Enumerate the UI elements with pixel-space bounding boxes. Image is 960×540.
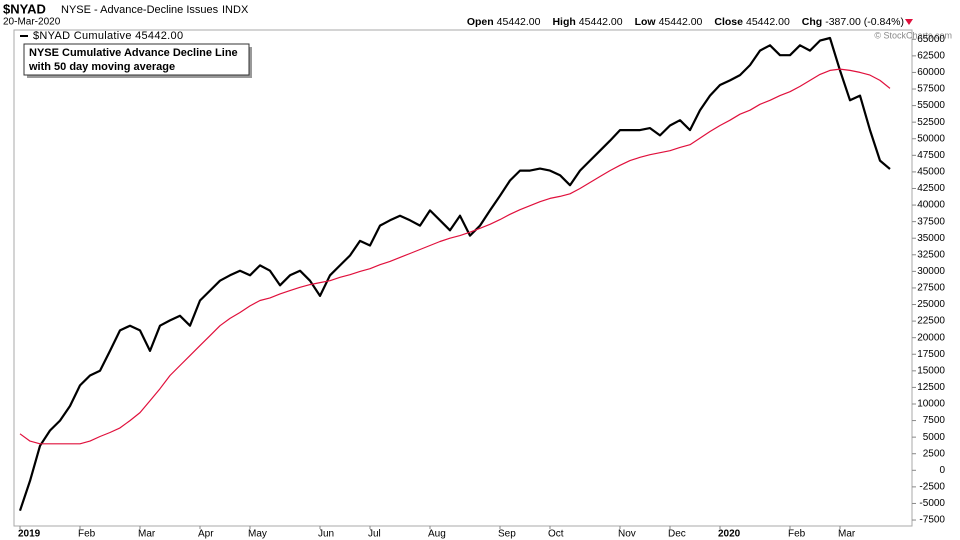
y-tick-label: 45000 (917, 167, 945, 178)
down-arrow (905, 19, 913, 25)
quote-label: High (552, 16, 575, 28)
y-tick-label: 57500 (917, 84, 945, 95)
symbol-name: NYSE - Advance-Decline Issues (61, 4, 219, 16)
legend-label: $NYAD Cumulative 45442.00 (33, 30, 183, 42)
y-tick-label: 7500 (923, 415, 946, 426)
x-tick-label: Feb (78, 529, 96, 540)
y-tick-label: -7500 (919, 515, 945, 526)
quote-label: Open (467, 16, 494, 28)
y-tick-label: 10000 (917, 399, 945, 410)
y-tick-label: 35000 (917, 233, 945, 244)
y-tick-label: 22500 (917, 316, 945, 327)
series-line (18, 36, 891, 512)
y-tick-label: 55000 (917, 100, 945, 111)
quote-label: Close (714, 16, 743, 28)
y-tick-label: 62500 (917, 51, 945, 62)
y-tick-label: -5000 (919, 498, 945, 509)
x-tick-label: Feb (788, 529, 806, 540)
y-tick-label: 2500 (923, 448, 946, 459)
x-tick-label: Oct (548, 529, 564, 540)
series-line (19, 68, 891, 445)
y-tick-label: 32500 (917, 249, 945, 260)
y-tick-label: 50000 (917, 133, 945, 144)
annotation-box (23, 43, 250, 76)
quote-label: Low (635, 16, 657, 28)
date: 20-Mar-2020 (3, 17, 61, 28)
y-tick-label: 25000 (917, 299, 945, 310)
plot-frame (13, 29, 913, 527)
quote-value: 45442.00 (497, 16, 541, 28)
y-tick-label: 20000 (917, 332, 945, 343)
credit: © StockCharts.com (874, 30, 952, 40)
y-tick-label: 52500 (917, 117, 945, 128)
y-tick-label: 65000 (917, 34, 945, 45)
y-tick-label: 30000 (917, 266, 945, 277)
quote-value: 45442.00 (659, 16, 703, 28)
y-tick-label: 15000 (917, 365, 945, 376)
quote-line: Open 45442.00 High 45442.00 Low 45442.00 Close… (467, 16, 904, 28)
x-tick-label: Jul (368, 529, 381, 540)
y-tick-label: 0 (939, 465, 945, 476)
x-tick-label: Mar (838, 529, 856, 540)
symbol: $NYAD (3, 1, 46, 16)
y-tick-label: 42500 (917, 183, 945, 194)
y-tick-label: 37500 (917, 216, 945, 227)
x-tick-label: 2020 (718, 529, 741, 540)
y-tick-label: -2500 (919, 482, 945, 493)
x-tick-label: 2019 (18, 529, 41, 540)
quote-value: -387.00 (-0.84%) (825, 16, 904, 28)
annotation-text: NYSE Cumulative Advance Decline Line (29, 47, 238, 59)
y-tick-label: 47500 (917, 150, 945, 161)
x-tick-label: May (248, 529, 267, 540)
quote-label: Chg (802, 16, 822, 28)
quote-value: 45442.00 (746, 16, 790, 28)
x-tick-label: Nov (618, 529, 636, 540)
x-tick-label: Jun (318, 529, 334, 540)
y-tick-label: 40000 (917, 200, 945, 211)
x-tick-label: Aug (428, 529, 446, 540)
y-tick-label: 60000 (917, 67, 945, 78)
y-tick-label: 12500 (917, 382, 945, 393)
y-tick-label: 27500 (917, 283, 945, 294)
y-tick-label: 17500 (917, 349, 945, 360)
quote-value: 45442.00 (579, 16, 623, 28)
exchange: INDX (222, 4, 249, 16)
x-tick-label: Sep (498, 529, 516, 540)
y-tick-label: 5000 (923, 432, 946, 443)
x-tick-label: Dec (668, 529, 686, 540)
annotation-text: with 50 day moving average (28, 61, 175, 73)
x-tick-label: Apr (198, 529, 214, 540)
x-tick-label: Mar (138, 529, 156, 540)
